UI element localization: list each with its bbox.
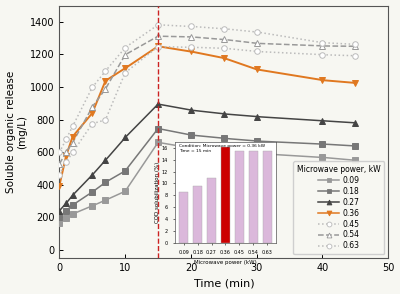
X-axis label: Time (min): Time (min) bbox=[194, 278, 254, 288]
Legend: 0.09, 0.18, 0.27, 0.36, 0.45, 0.54, 0.63: 0.09, 0.18, 0.27, 0.36, 0.45, 0.54, 0.63 bbox=[293, 161, 384, 254]
Y-axis label: Soluble organic release
(mg/L): Soluble organic release (mg/L) bbox=[6, 71, 27, 193]
